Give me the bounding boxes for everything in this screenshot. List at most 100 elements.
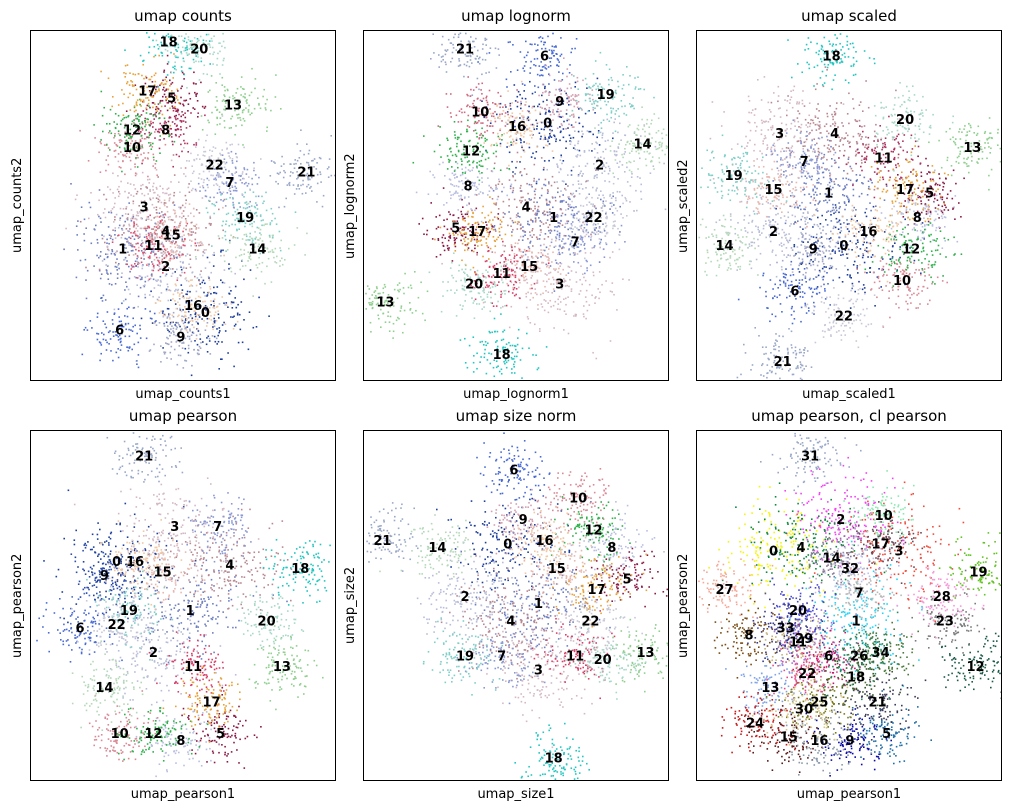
- cell-point: [534, 213, 536, 216]
- cell-point: [575, 103, 578, 105]
- cell-point: [245, 181, 247, 184]
- cell-point: [448, 161, 450, 163]
- cluster-cloud-13: [200, 67, 282, 146]
- cell-point: [179, 207, 182, 210]
- cell-point: [477, 83, 480, 85]
- cell-point: [167, 95, 170, 98]
- cell-point: [542, 168, 545, 171]
- cell-point: [152, 165, 154, 167]
- cell-point: [548, 159, 550, 162]
- cell-point: [307, 177, 310, 179]
- cell-point: [558, 267, 560, 270]
- cell-point: [253, 107, 256, 110]
- cell-point: [619, 231, 621, 233]
- cell-point: [221, 193, 223, 195]
- cell-point: [511, 273, 514, 276]
- cell-point: [212, 328, 214, 331]
- cell-point: [582, 79, 584, 82]
- cell-point: [502, 106, 504, 108]
- cell-point: [109, 108, 112, 111]
- cell-point: [438, 163, 441, 166]
- cell-point: [237, 143, 240, 146]
- cell-point: [455, 232, 457, 234]
- cell-point: [107, 248, 109, 251]
- cell-point: [187, 307, 190, 310]
- cell-point: [137, 295, 140, 298]
- cell-point: [507, 224, 509, 227]
- cell-point: [549, 133, 551, 135]
- cell-point: [129, 159, 132, 162]
- cell-point: [166, 98, 168, 100]
- cell-point: [447, 247, 449, 250]
- cell-point: [597, 288, 599, 290]
- cell-point: [189, 296, 191, 299]
- cell-point: [155, 86, 158, 88]
- cell-point: [559, 200, 562, 202]
- cell-point: [161, 262, 163, 264]
- cell-point: [466, 156, 468, 158]
- cell-point: [167, 194, 170, 196]
- cell-point: [196, 41, 198, 44]
- cell-point: [558, 232, 561, 235]
- cell-point: [210, 292, 212, 295]
- cell-point: [522, 121, 524, 123]
- cell-point: [113, 121, 115, 123]
- cell-point: [133, 230, 136, 233]
- cell-point: [154, 167, 157, 169]
- cell-point: [126, 218, 129, 221]
- cell-point: [582, 133, 584, 135]
- cell-point: [661, 142, 663, 144]
- cell-point: [182, 120, 185, 122]
- cell-point: [453, 174, 455, 176]
- cell-point: [164, 249, 167, 252]
- cell-point: [551, 101, 553, 104]
- cell-point: [519, 268, 521, 270]
- cell-point: [253, 167, 255, 169]
- cell-point: [572, 166, 575, 168]
- cell-point: [217, 52, 219, 55]
- cell-point: [516, 101, 519, 103]
- cell-point: [645, 143, 647, 145]
- cell-point: [203, 252, 206, 254]
- cell-point: [110, 235, 112, 237]
- cell-point: [511, 160, 513, 163]
- cell-point: [546, 138, 548, 140]
- cell-point: [161, 248, 164, 251]
- cell-point: [402, 331, 404, 334]
- cell-point: [559, 195, 561, 198]
- cell-point: [206, 351, 209, 353]
- cell-point: [186, 290, 189, 293]
- cell-point: [544, 273, 547, 275]
- cell-point: [494, 230, 497, 232]
- cell-point: [162, 133, 164, 135]
- cell-point: [202, 170, 205, 173]
- cell-point: [109, 188, 112, 191]
- cell-point: [499, 223, 502, 226]
- cell-point: [480, 159, 483, 162]
- cell-point: [608, 167, 611, 170]
- cell-point: [186, 326, 189, 328]
- cell-point: [180, 310, 183, 313]
- cell-point: [168, 267, 170, 269]
- cell-point: [153, 312, 156, 315]
- cell-point: [584, 296, 587, 298]
- cell-point: [160, 201, 163, 204]
- cell-point: [444, 237, 446, 239]
- cell-point: [666, 146, 668, 148]
- cell-point: [132, 217, 134, 220]
- cell-point: [310, 174, 312, 176]
- cell-point: [561, 124, 563, 127]
- cluster-label-12: 12: [123, 123, 141, 138]
- cell-point: [186, 47, 188, 49]
- cell-point: [601, 136, 604, 139]
- cell-point: [142, 88, 144, 90]
- cell-point: [258, 263, 261, 265]
- cell-point: [484, 107, 487, 110]
- cell-point: [170, 71, 173, 74]
- cell-point: [176, 235, 178, 238]
- cell-point: [586, 130, 589, 132]
- cell-point: [508, 168, 510, 170]
- cell-point: [166, 63, 169, 65]
- cell-point: [266, 223, 268, 225]
- cell-point: [246, 99, 248, 101]
